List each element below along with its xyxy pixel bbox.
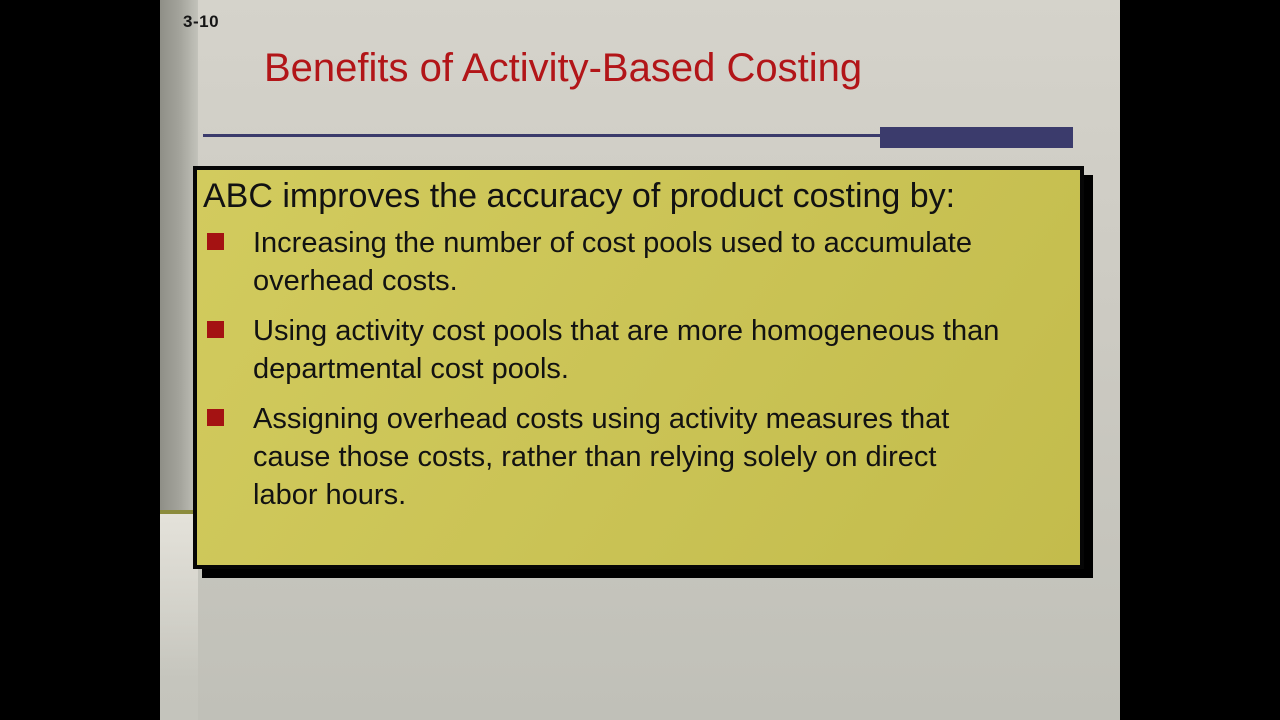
bullet-text: Using activity cost pools that are more … bbox=[253, 312, 999, 388]
bullet-item: Increasing the number of cost pools used… bbox=[203, 224, 1072, 300]
slide-title: Benefits of Activity-Based Costing bbox=[264, 46, 863, 90]
bullet-line: labor hours. bbox=[253, 479, 407, 511]
bullet-line: departmental cost pools. bbox=[253, 353, 569, 385]
title-underline bbox=[203, 134, 880, 137]
bullet-line: Using activity cost pools that are more … bbox=[253, 315, 1000, 347]
slide-page-number: 3-10 bbox=[183, 12, 220, 31]
slide-left-margin-strip bbox=[160, 0, 198, 510]
bullet-line: cause those costs, rather than relying s… bbox=[253, 441, 937, 473]
bullet-text: Increasing the number of cost pools used… bbox=[253, 224, 972, 300]
bullet-square-icon bbox=[207, 409, 224, 426]
bullet-line: Increasing the number of cost pools used… bbox=[253, 227, 972, 259]
bullet-line: Assigning overhead costs using activity … bbox=[253, 403, 950, 435]
bullet-square-icon bbox=[207, 321, 224, 338]
bullet-text: Assigning overhead costs using activity … bbox=[253, 400, 949, 514]
bullet-line: overhead costs. bbox=[253, 265, 458, 297]
content-box: ABC improves the accuracy of product cos… bbox=[193, 166, 1084, 569]
title-accent-bar bbox=[880, 127, 1073, 148]
bullet-item: Using activity cost pools that are more … bbox=[203, 312, 1072, 388]
margin-strip-divider bbox=[160, 510, 198, 514]
presentation-slide: 3-10 Benefits of Activity-Based Costing … bbox=[160, 0, 1120, 720]
bullet-item: Assigning overhead costs using activity … bbox=[203, 400, 1072, 514]
content-heading: ABC improves the accuracy of product cos… bbox=[203, 177, 956, 215]
bullet-square-icon bbox=[207, 233, 224, 250]
margin-strip-lower bbox=[160, 514, 198, 720]
